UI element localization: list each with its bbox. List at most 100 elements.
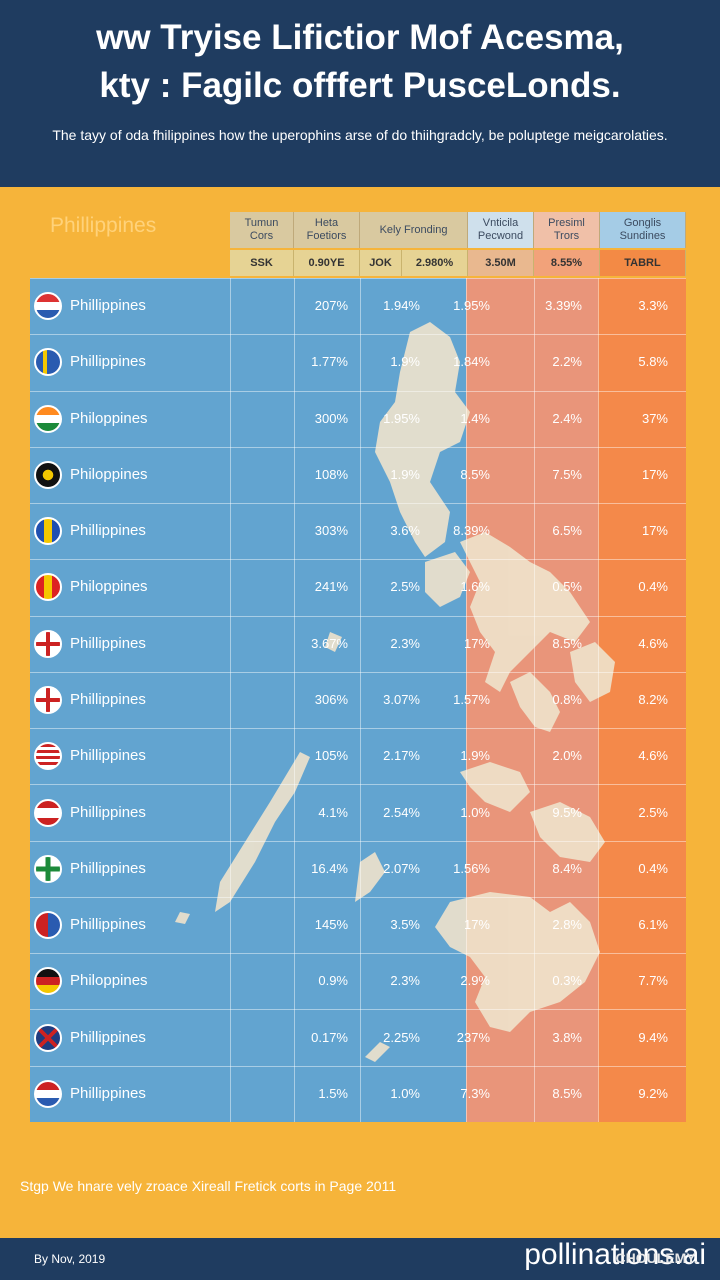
- table-corner-label: Phillippines: [50, 214, 157, 237]
- column-header: Gonglis Sundines: [600, 212, 686, 248]
- watermark: pollinations.ai: [524, 1238, 706, 1271]
- value-cell: 306%: [314, 691, 348, 707]
- country-name: Phillippines: [70, 1084, 146, 1102]
- value-cell: 303%: [314, 523, 348, 539]
- value-cell: 1.6%: [460, 579, 490, 595]
- row-divider: [30, 671, 686, 673]
- value-cell: 8.2%: [638, 691, 668, 707]
- table-row: Phillippines 3.67% 2.3% 17% 8.5% 4.6%: [30, 615, 686, 672]
- country-name: Phillippines: [70, 634, 146, 652]
- value-cell: 3.6%: [390, 523, 420, 539]
- page-title: ww Tryise Lifictior Mof Acesma, kty : Fa…: [10, 14, 710, 110]
- row-divider: [30, 390, 686, 392]
- value-cell: 2.07%: [383, 860, 420, 876]
- subheader-cell: 3.50M: [468, 250, 534, 276]
- country-name: Phillippines: [70, 353, 146, 371]
- value-cell: 1.95%: [383, 410, 420, 426]
- country-name: Philoppines: [70, 465, 148, 483]
- subheader-cell: SSK: [230, 250, 294, 276]
- column-header: Kely Fronding: [360, 212, 468, 248]
- red-white-blue-flag-icon: [34, 292, 62, 321]
- value-cell: 2.17%: [383, 748, 420, 764]
- value-cell: 1.0%: [460, 804, 490, 820]
- row-divider: [30, 953, 686, 955]
- value-cell: 0.17%: [311, 1029, 348, 1045]
- value-cell: 0.4%: [638, 579, 668, 595]
- value-cell: 0.8%: [552, 691, 582, 707]
- header-banner: ww Tryise Lifictior Mof Acesma, kty : Fa…: [0, 0, 720, 187]
- row-divider: [30, 784, 686, 786]
- value-cell: 1.0%: [390, 1085, 420, 1101]
- value-cell: 105%: [314, 748, 348, 764]
- column-divider: [466, 278, 467, 1122]
- table-row: Phillippines 4.1% 2.54% 1.0% 9.5% 2.5%: [30, 784, 686, 840]
- row-divider: [30, 334, 686, 336]
- value-cell: 3.39%: [545, 298, 582, 314]
- value-cell: 37%: [641, 410, 668, 426]
- value-cell: 2.9%: [460, 973, 490, 989]
- value-cell: 9.2%: [638, 1085, 668, 1101]
- value-cell: 6.1%: [638, 917, 668, 933]
- red-blue-flag-icon: [34, 911, 62, 940]
- country-name: Phillippines: [70, 1028, 146, 1046]
- value-cell: 237%: [456, 1029, 490, 1045]
- table-row: Phillippines 1.77% 1.9% 1.84% 2.2% 5.8%: [30, 334, 686, 390]
- column-divider: [294, 278, 295, 1122]
- value-cell: 2.3%: [390, 635, 420, 651]
- value-cell: 145%: [314, 917, 348, 933]
- table-row: Phillippines 0.17% 2.25% 237% 3.8% 9.4%: [30, 1009, 686, 1065]
- red-blue-white-flag-icon: [34, 1079, 62, 1108]
- value-cell: 1.5%: [318, 1085, 348, 1101]
- value-cell: 7.7%: [638, 973, 668, 989]
- country-name: Phillippines: [70, 747, 146, 765]
- country-name: Phillippines: [70, 859, 146, 877]
- row-divider: [30, 1065, 686, 1067]
- row-divider: [30, 615, 686, 617]
- value-cell: 7.3%: [460, 1085, 490, 1101]
- value-cell: 1.56%: [453, 860, 490, 876]
- value-cell: 1.77%: [311, 354, 348, 370]
- subheader-row: SSK 0.90YE JOK 2.980% 3.50M 8.55% TABRL: [230, 250, 686, 276]
- column-header: Heta Foetiors: [294, 212, 360, 248]
- column-header-row: Tumun Cors Heta Foetiors Kely Fronding V…: [230, 212, 686, 248]
- value-cell: 17%: [641, 466, 668, 482]
- column-header: Vnticila Pecwond: [468, 212, 534, 248]
- value-cell: 1.9%: [390, 354, 420, 370]
- red-cross-flag-icon: [34, 685, 62, 714]
- value-cell: 2.5%: [390, 579, 420, 595]
- country-name: Phillippines: [70, 690, 146, 708]
- value-cell: 1.9%: [460, 748, 490, 764]
- philippines-map-silhouette: [175, 322, 615, 1062]
- table-row: Phillippines 207% 1.94% 1.95% 3.39% 3.3%: [30, 278, 686, 334]
- row-divider: [30, 503, 686, 505]
- title-line-2: kty : Fagilc offfert PusceLonds.: [99, 66, 621, 105]
- table-row: Phillippines 306% 3.07% 1.57% 0.8% 8.2%: [30, 671, 686, 728]
- column-divider: [598, 278, 599, 1122]
- country-name: Philoppines: [70, 409, 148, 427]
- value-cell: 2.5%: [638, 804, 668, 820]
- country-name: Phillippines: [70, 916, 146, 934]
- black-red-gold-flag-icon: [34, 967, 62, 996]
- value-cell: 1.94%: [383, 298, 420, 314]
- watermark-secondary: CHOULEMY.: [615, 1250, 698, 1266]
- value-cell: 3.5%: [390, 917, 420, 933]
- value-cell: 0.9%: [318, 973, 348, 989]
- blue-yellow-flag-icon: [34, 517, 62, 546]
- value-cell: 207%: [314, 298, 348, 314]
- value-cell: 8.5%: [552, 635, 582, 651]
- value-cell: 9.5%: [552, 804, 582, 820]
- value-cell: 1.57%: [453, 691, 490, 707]
- subheader-cell: 8.55%: [534, 250, 600, 276]
- table-row: Phillippines 105% 2.17% 1.9% 2.0% 4.6%: [30, 728, 686, 784]
- value-cell: 2.3%: [390, 973, 420, 989]
- value-cell: 2.8%: [552, 917, 582, 933]
- value-cell: 4.6%: [638, 748, 668, 764]
- union-jack-flag-icon: [34, 1023, 62, 1052]
- column-divider: [360, 278, 361, 1122]
- value-cell: 0.4%: [638, 860, 668, 876]
- black-emblem-flag-icon: [34, 460, 62, 489]
- country-name: Phillippines: [70, 522, 146, 540]
- value-cell: 1.95%: [453, 298, 490, 314]
- value-cell: 2.25%: [383, 1029, 420, 1045]
- table-row: Philoppines 241% 2.5% 1.6% 0.5% 0.4%: [30, 559, 686, 615]
